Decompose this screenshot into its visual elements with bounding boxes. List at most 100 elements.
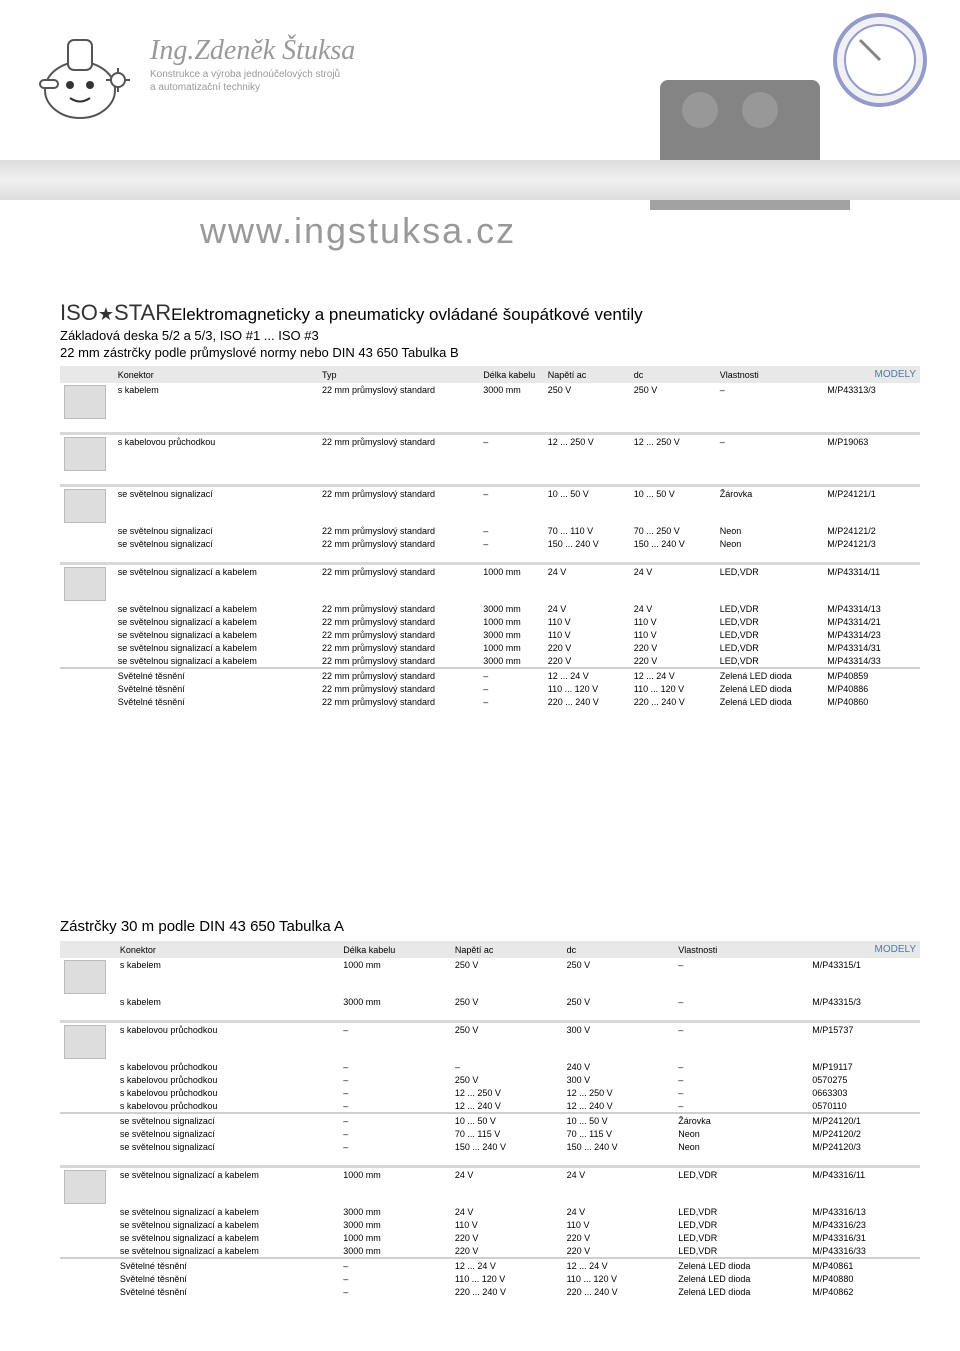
cell: 220 ... 240 V (563, 1285, 675, 1298)
page-header: Ing.Zdeněk Štuksa Konstrukce a výroba je… (0, 0, 960, 280)
cell: 1000 mm (339, 1231, 451, 1244)
website-url: www.INGSTUKSA.cz (200, 210, 516, 252)
th2-napeti-ac: Napětí ac (451, 941, 563, 958)
cell: – (479, 695, 544, 708)
cell: 3000 mm (339, 1218, 451, 1231)
th-delka: Délka kabelu (479, 366, 544, 383)
cell: s kabelem (116, 995, 339, 1008)
cell: Neon (716, 524, 824, 537)
th-dc: dc (630, 366, 716, 383)
cell: M/P24121/1 (823, 487, 920, 524)
cell: LED,VDR (716, 602, 824, 615)
cell: s kabelovou průchodkou (114, 435, 318, 472)
cell: 70 ... 250 V (630, 524, 716, 537)
cell: 110 ... 120 V (451, 1272, 563, 1285)
table-row: s kabelovou průchodkou––240 V–M/P19117 (60, 1060, 920, 1073)
cell: 150 ... 240 V (563, 1140, 675, 1153)
cell: 22 mm průmyslový standard (318, 602, 479, 615)
cell: 12 ... 24 V (563, 1259, 675, 1272)
cell: M/P43314/21 (823, 615, 920, 628)
table-row: s kabelovou průchodkou–250 V300 V–057027… (60, 1073, 920, 1086)
cell: 300 V (563, 1023, 675, 1060)
cell: M/P43313/3 (823, 383, 920, 420)
th-typ: Typ (318, 366, 479, 383)
cell: LED,VDR (716, 654, 824, 667)
cell: 220 V (544, 641, 630, 654)
cell: s kabelovou průchodkou (116, 1073, 339, 1086)
cell: M/P19063 (823, 435, 920, 472)
cell: 24 V (544, 602, 630, 615)
cell: M/P40862 (808, 1285, 920, 1298)
cell: 3000 mm (339, 995, 451, 1008)
product-thumb (64, 1025, 106, 1059)
cell: M/P43314/13 (823, 602, 920, 615)
product-thumb (64, 489, 106, 523)
cell: Žárovka (716, 487, 824, 524)
table-row: se světelnou signalizací a kabelem22 mm … (60, 654, 920, 667)
cell: LED,VDR (674, 1231, 808, 1244)
cell: M/P40860 (823, 695, 920, 708)
cell: Neon (716, 537, 824, 550)
cell: 3000 mm (339, 1205, 451, 1218)
cell: 110 ... 120 V (563, 1272, 675, 1285)
table-row: se světelnou signalizací a kabelem3000 m… (60, 1218, 920, 1231)
cell: 250 V (544, 383, 630, 420)
table-row: s kabelem22 mm průmyslový standard3000 m… (60, 383, 920, 420)
cell: – (339, 1099, 451, 1112)
cell: 22 mm průmyslový standard (318, 641, 479, 654)
cell: s kabelovou průchodkou (116, 1086, 339, 1099)
cell: 220 V (544, 654, 630, 667)
cell: 0570275 (808, 1073, 920, 1086)
cell: 110 V (563, 1218, 675, 1231)
table-row: se světelnou signalizací a kabelem22 mm … (60, 565, 920, 602)
cell: 22 mm průmyslový standard (318, 487, 479, 524)
cell: Neon (674, 1127, 808, 1140)
header-divider-bar (0, 160, 960, 200)
cell: 22 mm průmyslový standard (318, 669, 479, 682)
cell: M/P43315/1 (808, 958, 920, 995)
table-a-body: s kabelem1000 mm250 V250 V–M/P43315/1s k… (60, 958, 920, 1298)
cell: Světelné těsnění (116, 1259, 339, 1272)
company-logo: Ing.Zdeněk Štuksa Konstrukce a výroba je… (150, 35, 355, 93)
cell: 12 ... 250 V (563, 1086, 675, 1099)
cell: M/P40886 (823, 682, 920, 695)
cell: s kabelovou průchodkou (116, 1060, 339, 1073)
cell: 1000 mm (479, 641, 544, 654)
cell: se světelnou signalizací a kabelem (116, 1205, 339, 1218)
cell: 3000 mm (479, 602, 544, 615)
cell: 0663303 (808, 1086, 920, 1099)
table-row: se světelnou signalizací a kabelem1000 m… (60, 1168, 920, 1205)
product-thumb (64, 385, 106, 419)
cell: M/P43314/31 (823, 641, 920, 654)
cell: 12 ... 250 V (630, 435, 716, 472)
cell: 250 V (563, 995, 675, 1008)
cell: 220 ... 240 V (451, 1285, 563, 1298)
product-thumb (64, 567, 106, 601)
cell: M/P43316/33 (808, 1244, 920, 1257)
table-row: se světelnou signalizací a kabelem22 mm … (60, 602, 920, 615)
table-row: se světelnou signalizací a kabelem22 mm … (60, 641, 920, 654)
section1-sub2: 22 mm zástrčky podle průmyslové normy ne… (60, 345, 920, 360)
cell: 22 mm průmyslový standard (318, 615, 479, 628)
brand-star: STAR (114, 300, 171, 325)
cell: – (479, 537, 544, 550)
table-row: Světelné těsnění22 mm průmyslový standar… (60, 695, 920, 708)
cell: – (674, 1073, 808, 1086)
cell: 24 V (630, 602, 716, 615)
table-row: s kabelovou průchodkou22 mm průmyslový s… (60, 435, 920, 472)
cell: se světelnou signalizací a kabelem (116, 1244, 339, 1257)
company-name: Ing.Zdeněk Štuksa (150, 35, 355, 67)
cell: M/P43314/23 (823, 628, 920, 641)
cell: 1000 mm (479, 615, 544, 628)
header-illustration (560, 0, 960, 250)
cell: M/P15737 (808, 1023, 920, 1060)
cell: 24 V (451, 1168, 563, 1205)
cell: Zelená LED dioda (674, 1272, 808, 1285)
cell: – (479, 524, 544, 537)
cell: Zelená LED dioda (716, 669, 824, 682)
cell: Světelné těsnění (114, 695, 318, 708)
cell: 24 V (451, 1205, 563, 1218)
cell: 110 V (544, 615, 630, 628)
cell: 24 V (563, 1205, 675, 1218)
table-row: Světelné těsnění–110 ... 120 V110 ... 12… (60, 1272, 920, 1285)
